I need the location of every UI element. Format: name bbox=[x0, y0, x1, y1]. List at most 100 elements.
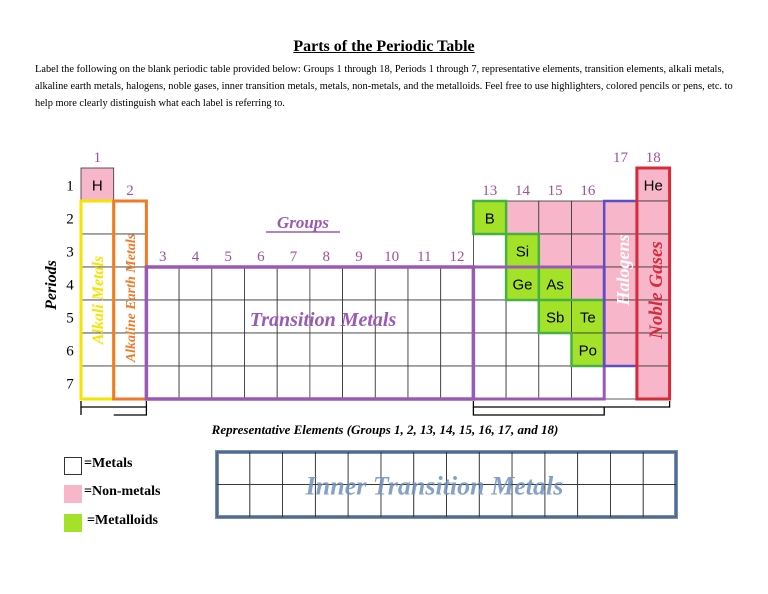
table-cell bbox=[603, 233, 638, 268]
legend-metal-swatch bbox=[64, 457, 82, 475]
group-number: 10 bbox=[384, 249, 399, 265]
period-number: 1 bbox=[66, 179, 74, 195]
element-symbol-si: Si bbox=[516, 244, 529, 261]
group-number: 14 bbox=[515, 183, 531, 199]
table-cell bbox=[571, 200, 605, 235]
table-cell bbox=[309, 365, 343, 400]
table-cell bbox=[472, 200, 507, 235]
group-number: 5 bbox=[224, 249, 232, 265]
group-number: 12 bbox=[450, 249, 465, 265]
group-number: 13 bbox=[482, 183, 497, 199]
table-cell bbox=[145, 299, 180, 334]
period-number: 2 bbox=[66, 212, 74, 228]
table-cell bbox=[374, 332, 409, 367]
alkali-metals-label: Alkali Metals bbox=[90, 256, 107, 345]
period-number: 6 bbox=[66, 344, 74, 360]
alkaline-earth-label: Alkaline Earth Metals bbox=[124, 233, 139, 363]
table-cell bbox=[440, 332, 474, 367]
table-cell bbox=[505, 365, 540, 400]
representative-elements-label: Representative Elements (Groups 1, 2, 13… bbox=[211, 422, 559, 437]
table-cell bbox=[342, 365, 376, 400]
noble-gases-label: Noble Gases bbox=[646, 241, 667, 340]
element-symbol-b: B bbox=[485, 211, 495, 228]
table-cell bbox=[276, 365, 311, 400]
element-symbol-po: Po bbox=[579, 343, 597, 360]
table-cell bbox=[80, 200, 115, 235]
table-cell bbox=[505, 332, 540, 367]
group-number: 8 bbox=[323, 249, 331, 265]
element-symbol-sb: Sb bbox=[546, 310, 564, 327]
table-cell bbox=[145, 332, 180, 367]
table-cell bbox=[636, 365, 671, 400]
table-cell bbox=[571, 233, 605, 268]
group-number: 3 bbox=[159, 249, 167, 265]
table-cell bbox=[538, 365, 572, 400]
groups-label: Groups bbox=[277, 213, 329, 232]
table-cell bbox=[603, 365, 638, 400]
group-number: 2 bbox=[126, 183, 134, 199]
table-cell bbox=[440, 266, 474, 301]
table-cell bbox=[538, 266, 572, 301]
table-cell bbox=[440, 299, 474, 334]
table-cell bbox=[244, 299, 278, 334]
legend-nonmetal-swatch bbox=[64, 485, 82, 503]
table-cell bbox=[80, 299, 115, 334]
table-cell bbox=[178, 266, 213, 301]
group-number: 7 bbox=[290, 249, 298, 265]
page-title: Parts of the Periodic Table bbox=[293, 38, 475, 55]
table-cell bbox=[342, 266, 376, 301]
group-number: 9 bbox=[355, 249, 363, 265]
representative-bracket-left bbox=[80, 401, 148, 408]
table-cell bbox=[472, 233, 507, 268]
table-cell bbox=[538, 200, 572, 235]
table-cell bbox=[276, 299, 311, 334]
noble-gases-outline bbox=[635, 166, 672, 401]
inner-transition-label: Inner Transition Metals bbox=[305, 472, 564, 501]
table-cell bbox=[603, 332, 638, 367]
table-cell bbox=[472, 266, 507, 301]
group-number: 15 bbox=[548, 183, 563, 199]
legend-metalloid-label: =Metalloids bbox=[87, 513, 158, 528]
table-cell bbox=[472, 365, 507, 400]
table-cell bbox=[80, 233, 115, 268]
period-number: 7 bbox=[66, 377, 74, 393]
table-cell bbox=[407, 266, 442, 301]
group-number: 16 bbox=[580, 183, 596, 199]
table-cell bbox=[636, 332, 671, 367]
table-cell bbox=[276, 266, 311, 301]
table-cell bbox=[603, 200, 638, 235]
table-cell bbox=[113, 365, 147, 400]
table-cell bbox=[80, 365, 115, 400]
element-symbol-ge: Ge bbox=[512, 277, 532, 294]
group-number: 17 bbox=[613, 150, 629, 166]
table-cell bbox=[211, 266, 245, 301]
table-cell bbox=[178, 332, 213, 367]
table-cell bbox=[538, 332, 572, 367]
table-cell bbox=[505, 200, 540, 235]
table-cell bbox=[374, 365, 409, 400]
element-symbol-he: He bbox=[644, 178, 663, 195]
table-cell bbox=[636, 266, 671, 301]
halogens-label: Halogens bbox=[613, 234, 633, 306]
table-cell bbox=[309, 266, 343, 301]
representative-bracket-right bbox=[472, 401, 671, 408]
table-cell bbox=[276, 332, 311, 367]
representative-bracket-right-lower bbox=[472, 407, 605, 416]
table-cell bbox=[636, 200, 671, 235]
table-cell bbox=[178, 365, 213, 400]
group-number: 18 bbox=[646, 150, 661, 166]
table-cell bbox=[211, 299, 245, 334]
period-number: 4 bbox=[66, 278, 74, 294]
table-cell bbox=[244, 266, 278, 301]
legend-metal-label: =Metals bbox=[84, 456, 133, 471]
table-cell bbox=[440, 365, 474, 400]
table-cell bbox=[374, 266, 409, 301]
table-cell bbox=[538, 299, 572, 334]
table-cell bbox=[244, 332, 278, 367]
table-cell bbox=[342, 332, 376, 367]
table-cell bbox=[342, 299, 376, 334]
table-cell bbox=[145, 365, 180, 400]
table-cell bbox=[80, 167, 115, 202]
table-cell bbox=[145, 266, 180, 301]
period-number: 5 bbox=[66, 311, 74, 327]
